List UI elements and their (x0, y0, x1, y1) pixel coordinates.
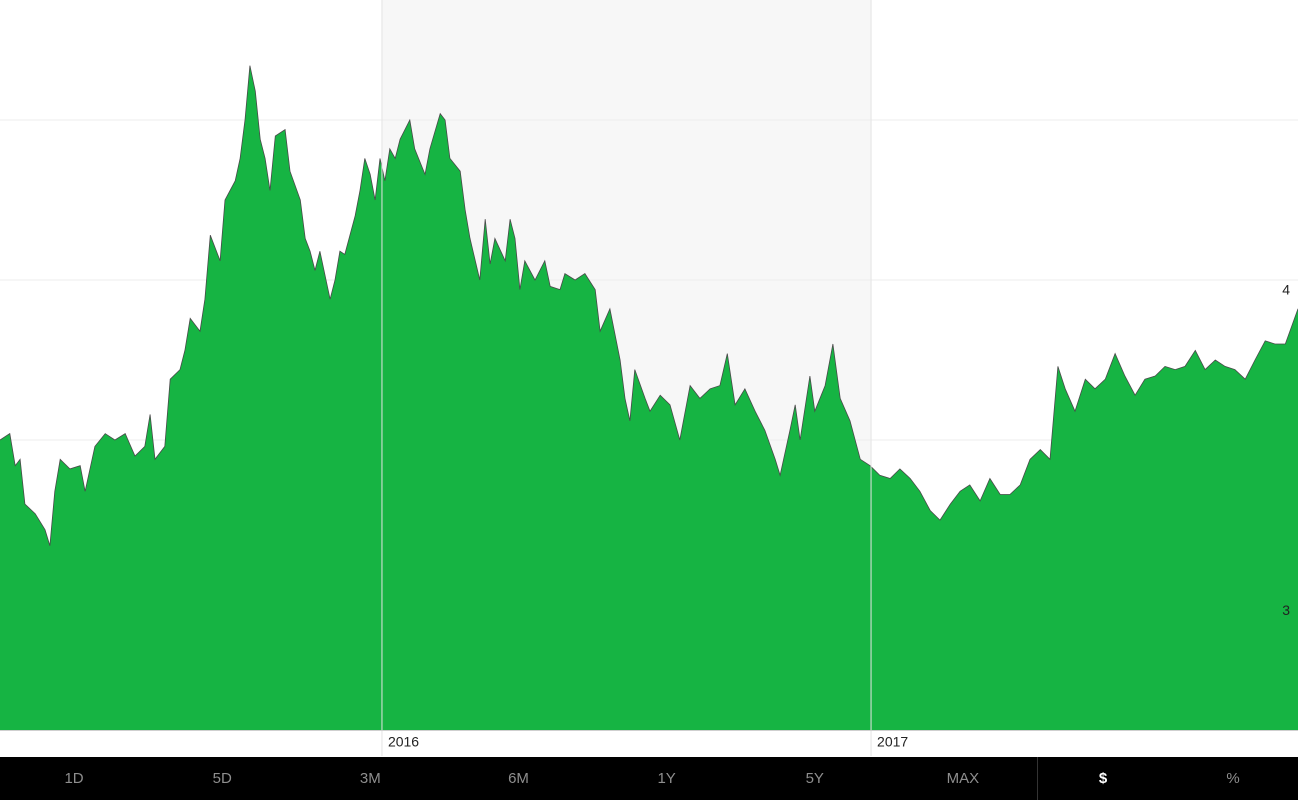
unit-buttons: $% (1038, 757, 1298, 800)
toolbar-button[interactable]: 5D (212, 770, 232, 787)
toolbar-button[interactable]: 1D (64, 770, 84, 787)
toolbar-button[interactable]: $ (1098, 770, 1108, 787)
toolbar-button[interactable]: 6M (508, 770, 529, 787)
toolbar-button[interactable]: % (1226, 770, 1240, 787)
toolbar: 1D 5D 3M 6M 1Y 5Y MAX $% (0, 757, 1298, 800)
toolbar-button[interactable]: 3M (359, 770, 381, 787)
price-line (0, 65, 1298, 546)
toolbar-button[interactable]: 1Y (657, 770, 676, 787)
price-area (0, 65, 1298, 731)
x-tick-label: 2017 (877, 734, 908, 750)
toolbar-button[interactable]: 5Y (805, 770, 824, 787)
y-tick-label: 4 (1282, 282, 1290, 298)
x-tick-label: 2016 (388, 734, 419, 750)
chart: 2016 2017 3 4 (0, 0, 1298, 756)
toolbar-button[interactable]: MAX (946, 770, 980, 787)
range-buttons: 1D 5D 3M 6M 1Y 5Y MAX (0, 757, 1038, 800)
y-tick-label: 3 (1282, 602, 1290, 618)
